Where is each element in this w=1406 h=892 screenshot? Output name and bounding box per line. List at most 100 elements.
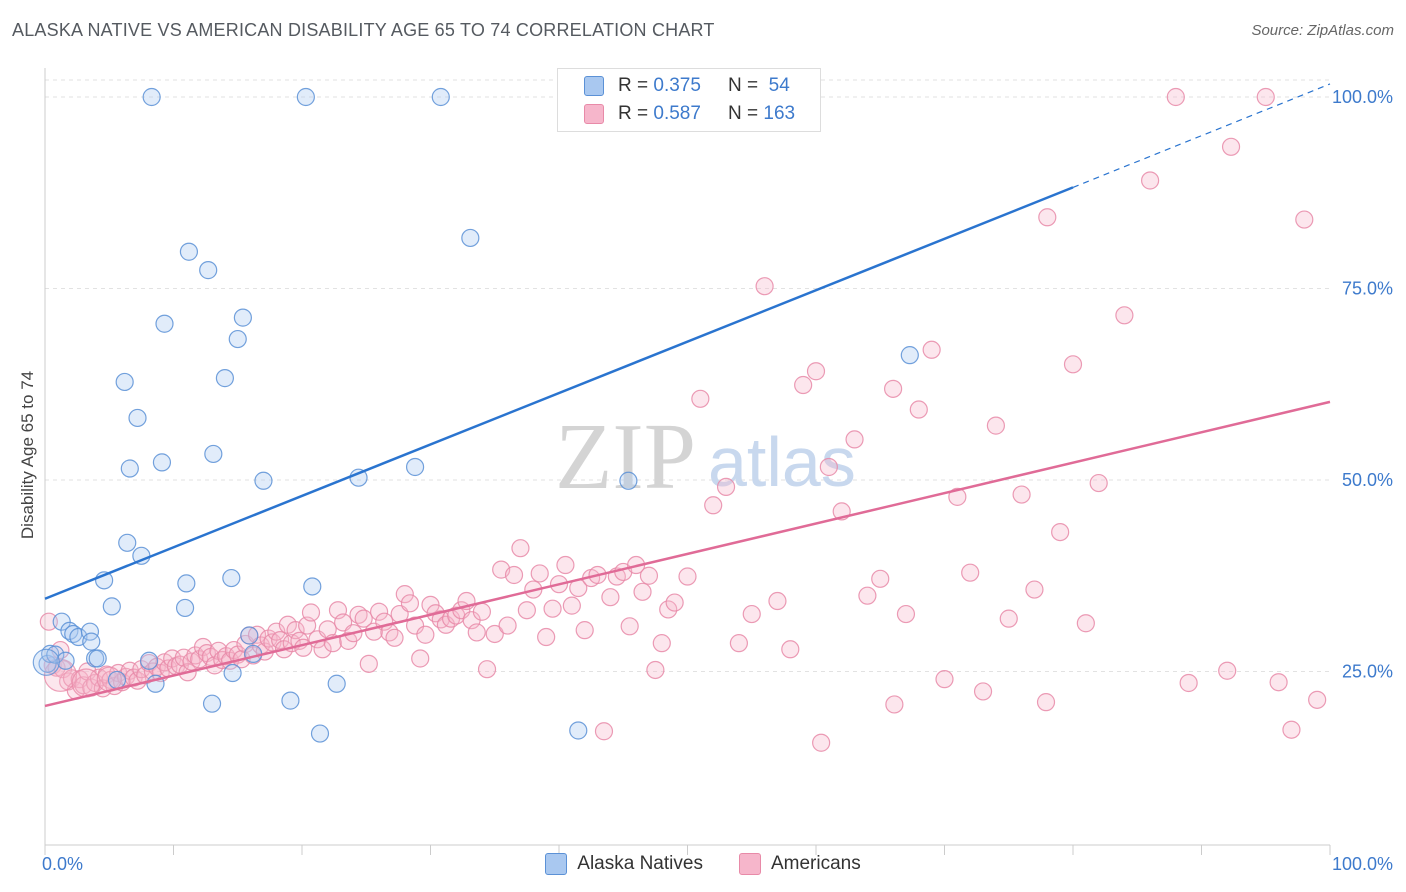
source-label: Source: ZipAtlas.com [1251,22,1394,39]
americans-point [472,602,491,621]
americans-point [1218,661,1237,680]
americans-point [986,416,1006,435]
alaska-natives-point [461,228,480,248]
americans-point [504,565,524,585]
series-legend: Alaska Natives Americans [0,852,1406,876]
alaska-natives-point [152,453,172,472]
americans-point [385,628,404,647]
alaska-natives-point [244,644,263,663]
americans-point [755,277,774,296]
series-label: Americans [770,853,861,874]
americans-point [633,582,652,601]
alaska-natives-point [204,444,223,464]
alaska-natives-point [254,471,273,490]
alaska-natives-points [32,87,919,743]
americans-point [467,623,486,642]
americans-point [395,585,414,604]
americans-point [646,660,665,680]
legend-row-americans: R = 0.587 N = 163 [584,102,798,126]
americans-point [1295,210,1314,229]
americans-point [922,340,941,359]
americans-point [543,599,562,618]
alaska-natives-point [228,329,247,349]
americans-point [1256,87,1275,107]
americans-point [400,594,420,613]
americans-point [594,722,614,741]
legend-r-value: 0.375 [653,75,701,96]
tick-labels: 25.0% 50.0% 75.0% 100.0% 0.0% 100.0% [42,87,1393,874]
americans-point [973,682,993,701]
americans-point [601,588,620,607]
americans-point [1179,673,1198,693]
legend-r-label: R = [618,103,649,124]
alaska-natives-point [179,242,199,261]
americans-point [909,400,928,419]
americans-point [286,621,305,640]
americans-point [1076,614,1095,633]
alaska-natives-point [900,346,919,365]
y-axis-label: Disability Age 65 to 74 [18,371,37,539]
americans-point [1221,137,1241,156]
americans-point [812,733,831,752]
americans-point [537,627,556,647]
alaska-natives-trend-extension [1072,83,1331,188]
alaska-natives-point [120,459,139,478]
americans-point [704,496,723,515]
alaska-natives-point [107,670,127,690]
alaska-natives-point [82,632,101,651]
americans-point [1036,693,1056,712]
alaska-natives-point [296,87,315,107]
americans-point [405,616,425,635]
americans-point [301,603,321,622]
americans-point [271,630,290,650]
americans-point [659,600,678,619]
americans-point [1282,720,1301,739]
americans-point [370,602,389,621]
alaska-natives-point [175,598,195,618]
alaska-natives-point [177,574,196,593]
alaska-natives-point [118,533,137,552]
americans-point [247,625,267,644]
americans-point [1166,87,1185,107]
americans-point [1308,690,1327,709]
alaska-natives-point [56,651,75,670]
alaska-natives-point [431,87,450,107]
americans-point [639,566,659,585]
alaska-natives-point [155,314,174,333]
y-tick-label: 25.0% [1342,662,1393,682]
series-swatch-pink [738,853,761,875]
americans-point [39,612,58,631]
americans-point [716,477,736,496]
legend: R = 0.375 N = 54 R = 0.587 N = 163 [557,68,821,132]
americans-point [896,604,916,624]
americans-point [883,379,903,398]
alaska-natives-point [199,261,218,280]
legend-r-value: 0.587 [653,103,701,124]
americans-point [1025,580,1044,599]
americans-point [431,610,450,629]
watermark-atlas: atlas [708,423,856,501]
americans-point [575,621,594,640]
legend-r-label: R = [618,75,649,96]
alaska-natives-point [202,694,222,713]
alaska-natives-trend-line [44,186,1074,600]
americans-point [477,660,497,679]
americans-point [871,569,890,588]
americans-point [768,591,787,611]
series-label: Alaska Natives [577,853,703,874]
americans-point [858,586,877,605]
americans-point [935,670,954,689]
alaska-natives-point [52,612,71,631]
americans-point [620,617,639,636]
americans-point [961,563,980,582]
americans-point [359,654,378,673]
trend-lines [44,83,1331,708]
legend-n-label: N = [728,103,759,124]
alaska-natives-point [128,408,147,428]
alaska-natives-point [222,568,241,588]
alaska-natives-point [240,626,259,645]
americans-point [556,555,575,575]
americans-point [1115,306,1134,325]
legend-n-value: 54 [768,75,790,96]
